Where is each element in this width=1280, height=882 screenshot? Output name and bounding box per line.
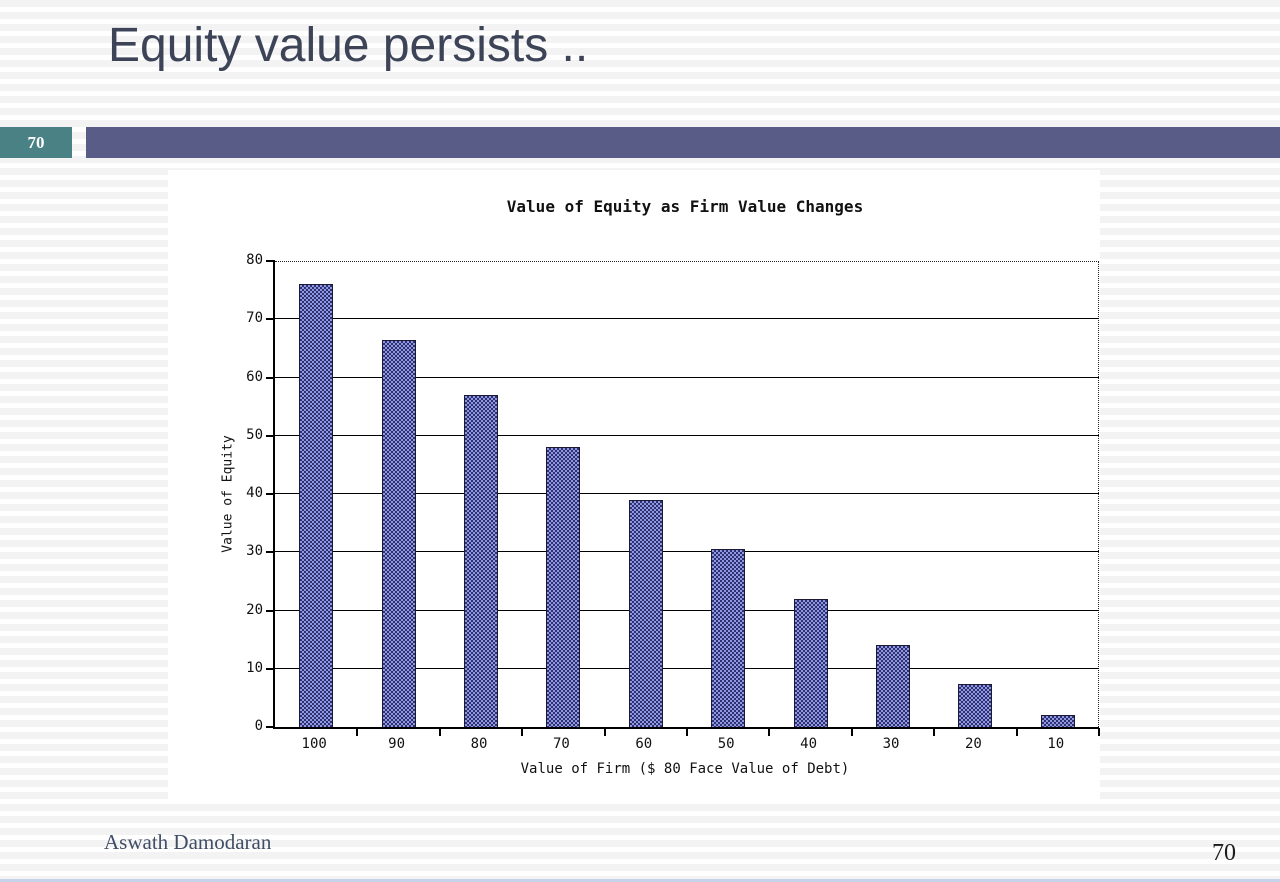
y-tick-10 xyxy=(266,667,275,670)
bar-firm-value-90 xyxy=(381,339,416,727)
slide-number-badge: 70 xyxy=(0,127,72,158)
x-tick-10 xyxy=(1098,728,1100,736)
bottom-accent-line xyxy=(0,879,1280,882)
x-tick-label-100: 100 xyxy=(301,736,327,752)
x-tick-label-60: 60 xyxy=(635,736,653,752)
gridline-60 xyxy=(275,376,1099,378)
gridline-10 xyxy=(275,667,1099,669)
y-tick-label-40: 40 xyxy=(246,485,263,501)
x-tick-label-10: 10 xyxy=(1047,736,1065,752)
bar-firm-value-20 xyxy=(958,684,993,727)
chart-title: Value of Equity as Firm Value Changes xyxy=(506,197,864,216)
gridline-30 xyxy=(275,551,1099,553)
y-tick-label-70: 70 xyxy=(246,310,263,327)
y-tick-label-50: 50 xyxy=(246,426,263,443)
x-tick-1 xyxy=(356,728,359,736)
x-axis-tick-labels: 100 90 80 70 60 50 40 30 20 10 xyxy=(273,736,1097,756)
x-tick-5 xyxy=(686,728,688,736)
x-tick-label-90: 90 xyxy=(388,736,406,752)
y-tick-label-60: 60 xyxy=(246,368,263,385)
plot-right-border xyxy=(1098,261,1099,727)
x-tick-7 xyxy=(850,728,853,736)
footer-author: Aswath Damodaran xyxy=(104,830,272,854)
x-tick-4 xyxy=(603,728,606,736)
y-tick-label-80: 80 xyxy=(246,252,263,268)
x-tick-6 xyxy=(768,728,771,736)
y-tick-label-0: 0 xyxy=(254,718,263,734)
y-tick-20 xyxy=(266,609,275,612)
y-tick-30 xyxy=(266,551,275,554)
x-tick-label-50: 50 xyxy=(717,736,735,752)
slide-title: Equity value persists .. xyxy=(108,19,589,72)
plot-top-border xyxy=(275,261,1099,262)
bar-firm-value-80 xyxy=(464,394,498,727)
x-axis-title: Value of Firm ($ 80 Face Value of Debt) xyxy=(520,761,850,777)
page-number: 70 xyxy=(1212,840,1236,866)
y-tick-50 xyxy=(266,434,275,437)
bar-firm-value-40 xyxy=(793,598,828,727)
bar-firm-value-50 xyxy=(711,549,746,727)
bar-firm-value-30 xyxy=(876,645,910,727)
x-tick-label-70: 70 xyxy=(552,736,570,752)
y-tick-label-30: 30 xyxy=(246,543,263,560)
x-tick-9 xyxy=(1015,728,1018,736)
bar-firm-value-100 xyxy=(299,284,334,727)
x-tick-label-30: 30 xyxy=(882,736,900,752)
plot-area xyxy=(266,260,1100,736)
y-tick-0 xyxy=(266,726,275,728)
x-tick-8 xyxy=(933,728,936,736)
gridline-70 xyxy=(275,318,1099,320)
x-tick-label-80: 80 xyxy=(470,736,488,752)
y-tick-label-20: 20 xyxy=(246,601,263,618)
x-tick-label-40: 40 xyxy=(800,736,818,752)
y-tick-70 xyxy=(266,318,275,321)
y-axis-tick-labels: 0 10 20 30 40 50 60 70 80 xyxy=(168,252,273,734)
bar-firm-value-10 xyxy=(1040,715,1075,727)
gridline-20 xyxy=(275,609,1099,611)
gridline-40 xyxy=(275,493,1099,494)
equity-value-chart: Value of Equity as Firm Value Changes Va… xyxy=(168,170,1100,802)
x-tick-label-20: 20 xyxy=(964,736,982,752)
x-tick-3 xyxy=(521,728,524,736)
header-accent-bar xyxy=(86,127,1280,158)
y-tick-80 xyxy=(266,260,275,262)
gridline-50 xyxy=(275,434,1099,436)
y-tick-label-10: 10 xyxy=(246,659,263,676)
bar-firm-value-60 xyxy=(628,499,663,727)
bar-firm-value-70 xyxy=(546,447,581,727)
x-tick-2 xyxy=(438,728,441,736)
y-tick-40 xyxy=(266,493,275,495)
y-tick-60 xyxy=(266,376,275,379)
